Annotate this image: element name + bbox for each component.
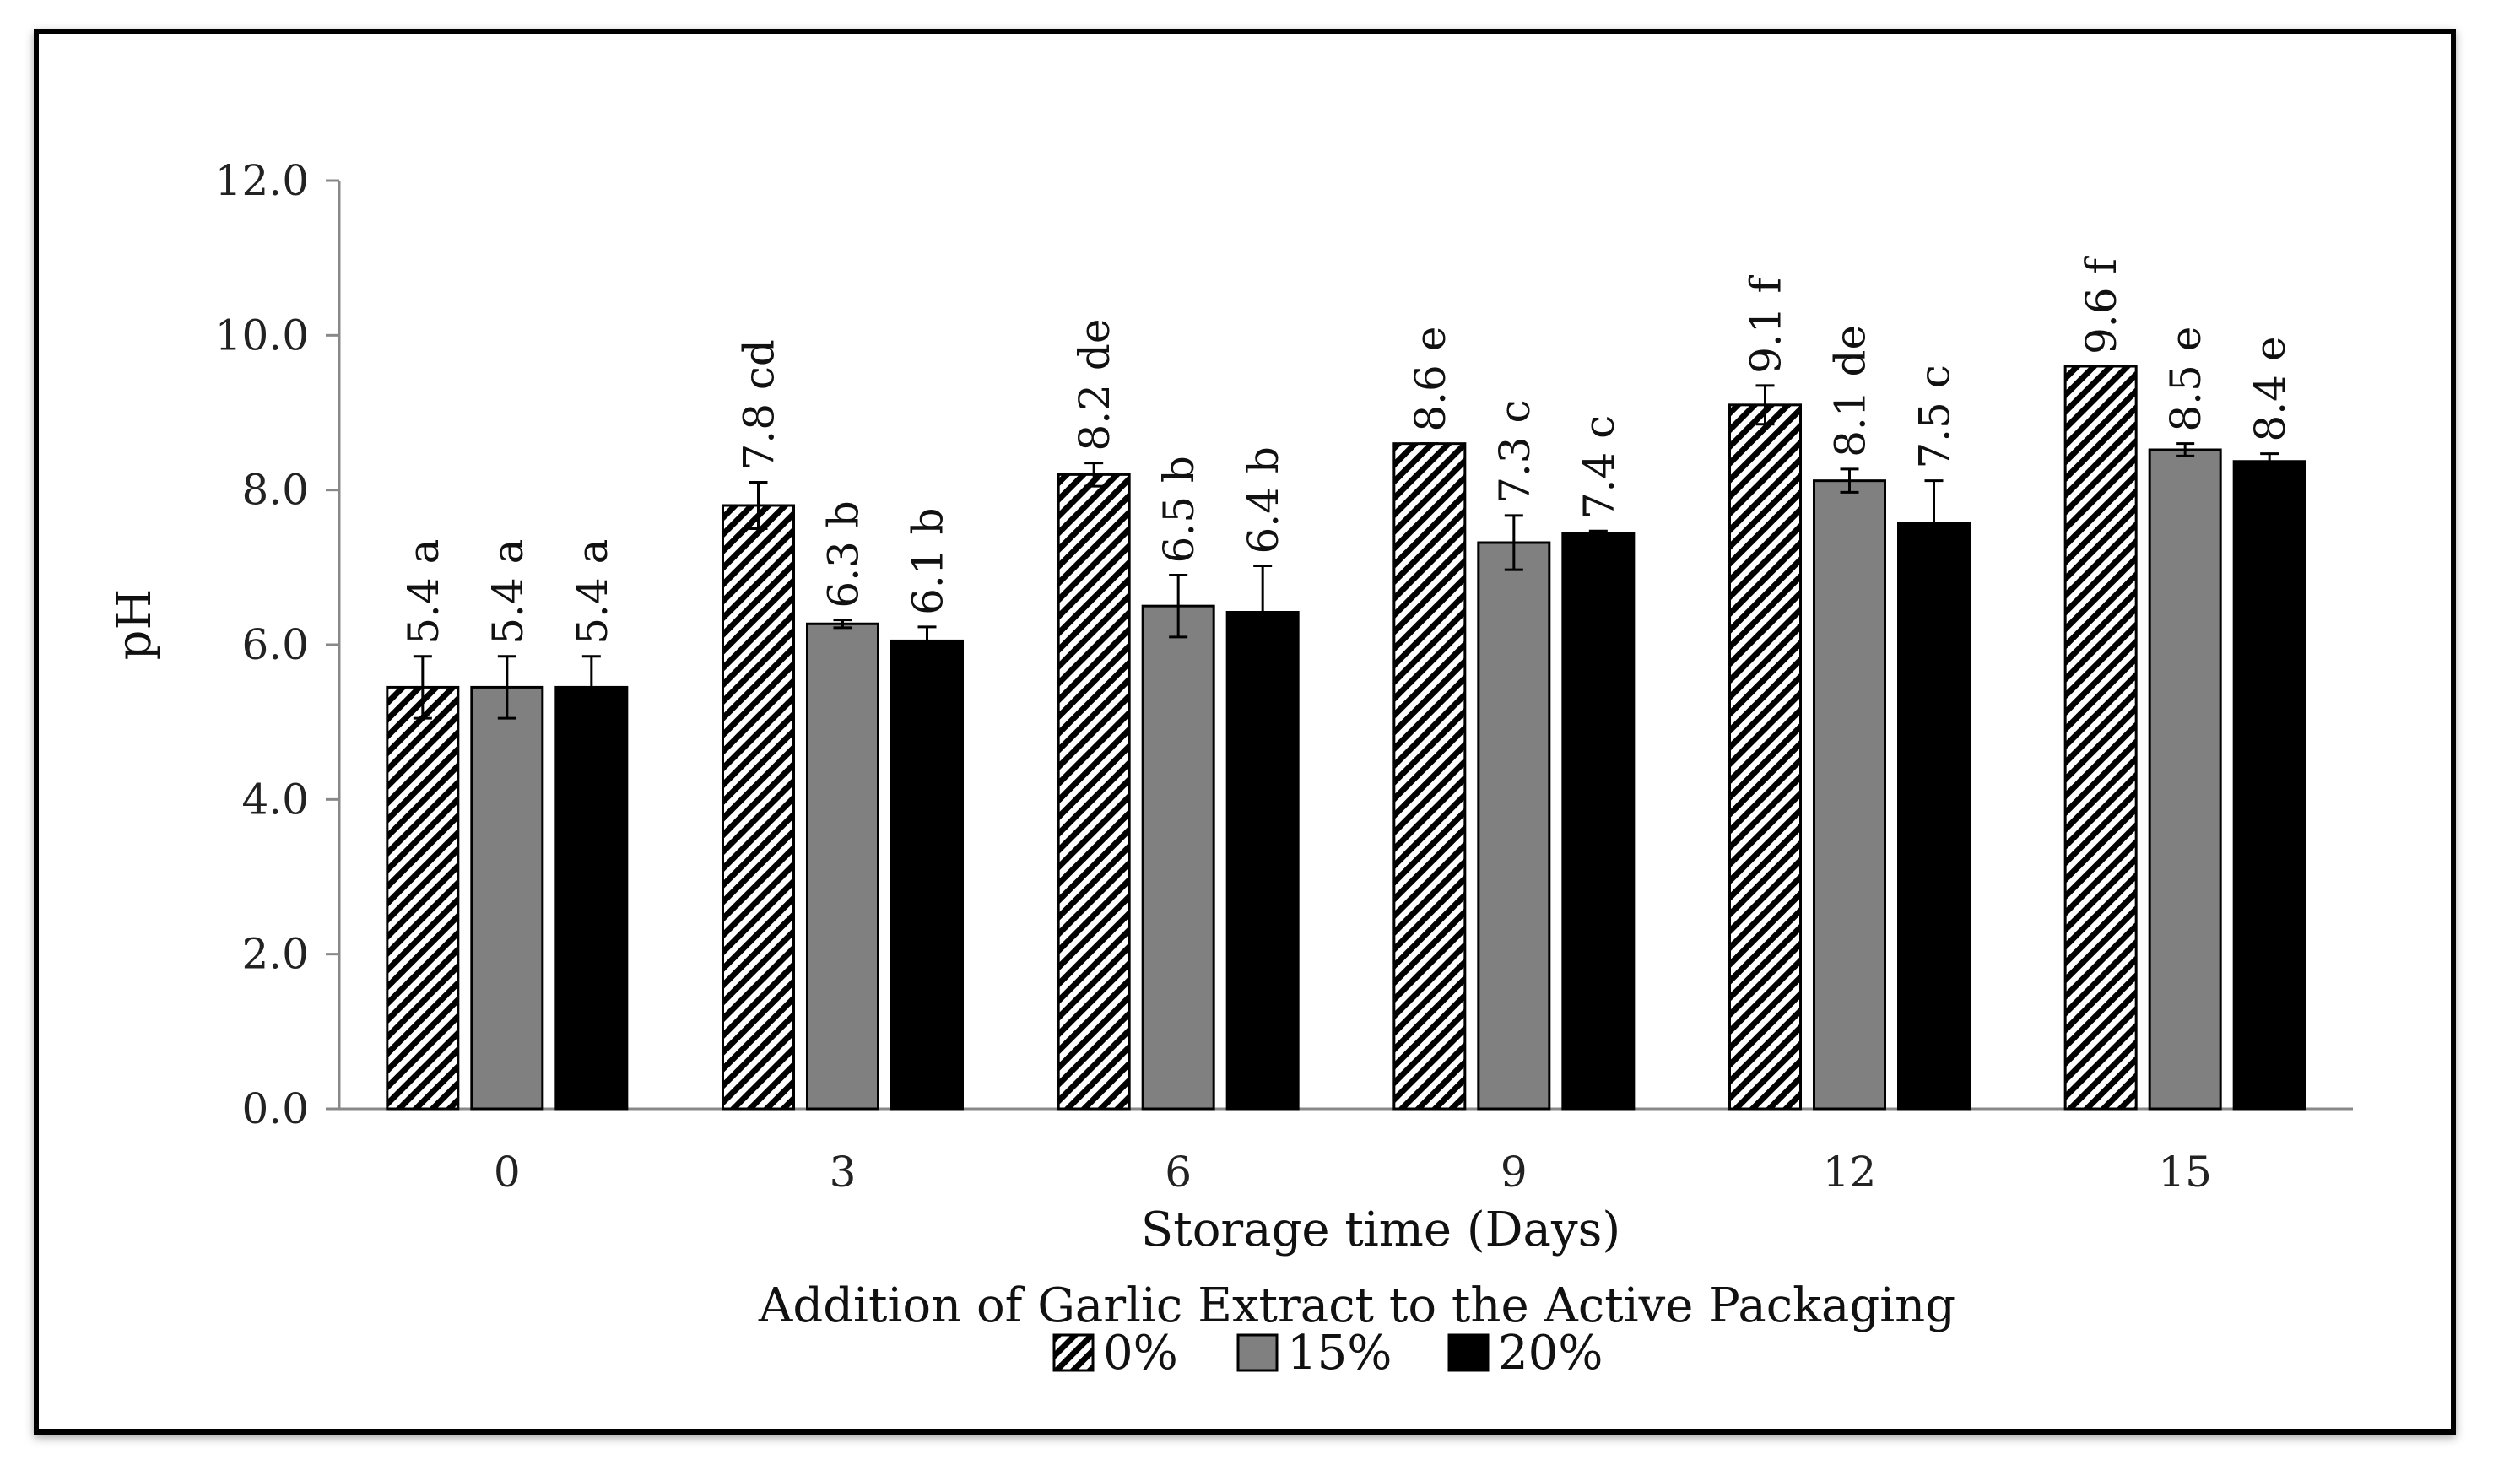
- y-tick-label: 2.0: [241, 930, 309, 979]
- bar: [1561, 532, 1636, 1111]
- data-label: 6.5 b: [1155, 456, 1203, 563]
- bar: [1225, 611, 1300, 1111]
- y-tick-label: 10.0: [215, 311, 309, 359]
- data-label: 7.3 c: [1490, 399, 1539, 503]
- bar: [1813, 479, 1886, 1111]
- data-label: 9.1 f: [1742, 275, 1791, 374]
- data-label: 7.4 c: [1575, 415, 1624, 519]
- legend-swatch: [1236, 1333, 1279, 1372]
- data-label: 8.2 de: [1070, 319, 1119, 451]
- data-label: 5.4 a: [484, 539, 533, 645]
- bar: [1141, 604, 1215, 1111]
- data-label: 8.1 de: [1826, 325, 1875, 457]
- data-label: 5.4 a: [568, 539, 617, 645]
- bar: [1728, 403, 1802, 1111]
- legend-swatch: [1447, 1333, 1490, 1372]
- bar: [2148, 448, 2222, 1111]
- x-tick-label: 9: [1501, 1148, 1528, 1197]
- data-label: 6.1 b: [904, 507, 953, 614]
- data-label: 6.4 b: [1239, 446, 1288, 554]
- legend-title: Addition of Garlic Extract to the Active…: [758, 1278, 1955, 1333]
- x-tick-label: 15: [2158, 1148, 2212, 1197]
- bar: [1897, 522, 1971, 1111]
- bar: [2063, 365, 2138, 1111]
- legend-label: 15%: [1287, 1326, 1392, 1381]
- x-tick-label: 3: [830, 1148, 857, 1197]
- y-tick-label: 8.0: [241, 466, 309, 515]
- x-tick-label: 0: [494, 1148, 521, 1197]
- bar: [386, 685, 460, 1111]
- y-tick-label: 12.0: [215, 156, 309, 205]
- legend-label: 20%: [1498, 1326, 1603, 1381]
- legend-label: 0%: [1103, 1326, 1178, 1381]
- data-label: 8.4 e: [2246, 337, 2295, 442]
- bar: [722, 504, 795, 1111]
- data-label: 5.4 a: [399, 539, 448, 645]
- data-label: 7.5 c: [1911, 365, 1960, 468]
- x-axis-label: Storage time (Days): [1141, 1202, 1620, 1257]
- legend-swatch: [1052, 1333, 1095, 1372]
- data-label: 8.6 e: [1406, 327, 1455, 432]
- y-tick-label: 6.0: [241, 620, 309, 669]
- bar: [806, 622, 879, 1111]
- bar: [2232, 460, 2306, 1111]
- data-label: 6.3 b: [819, 500, 868, 608]
- bar: [1057, 473, 1131, 1111]
- data-label: 7.8 cd: [735, 339, 784, 470]
- x-tick-label: 12: [1823, 1148, 1877, 1197]
- bar: [1477, 541, 1551, 1111]
- y-axis-label: pH: [107, 589, 162, 661]
- bar: [554, 685, 629, 1111]
- y-tick-label: 4.0: [241, 775, 309, 824]
- data-label: 9.6 f: [2077, 256, 2126, 354]
- y-tick-label: 0.0: [241, 1084, 309, 1133]
- data-label: 8.5 e: [2161, 327, 2210, 432]
- bar: [470, 685, 544, 1111]
- x-tick-label: 6: [1165, 1148, 1192, 1197]
- bar: [1392, 442, 1467, 1111]
- bar: [890, 639, 964, 1111]
- legend: 0% 15% 20%: [1052, 1326, 1603, 1381]
